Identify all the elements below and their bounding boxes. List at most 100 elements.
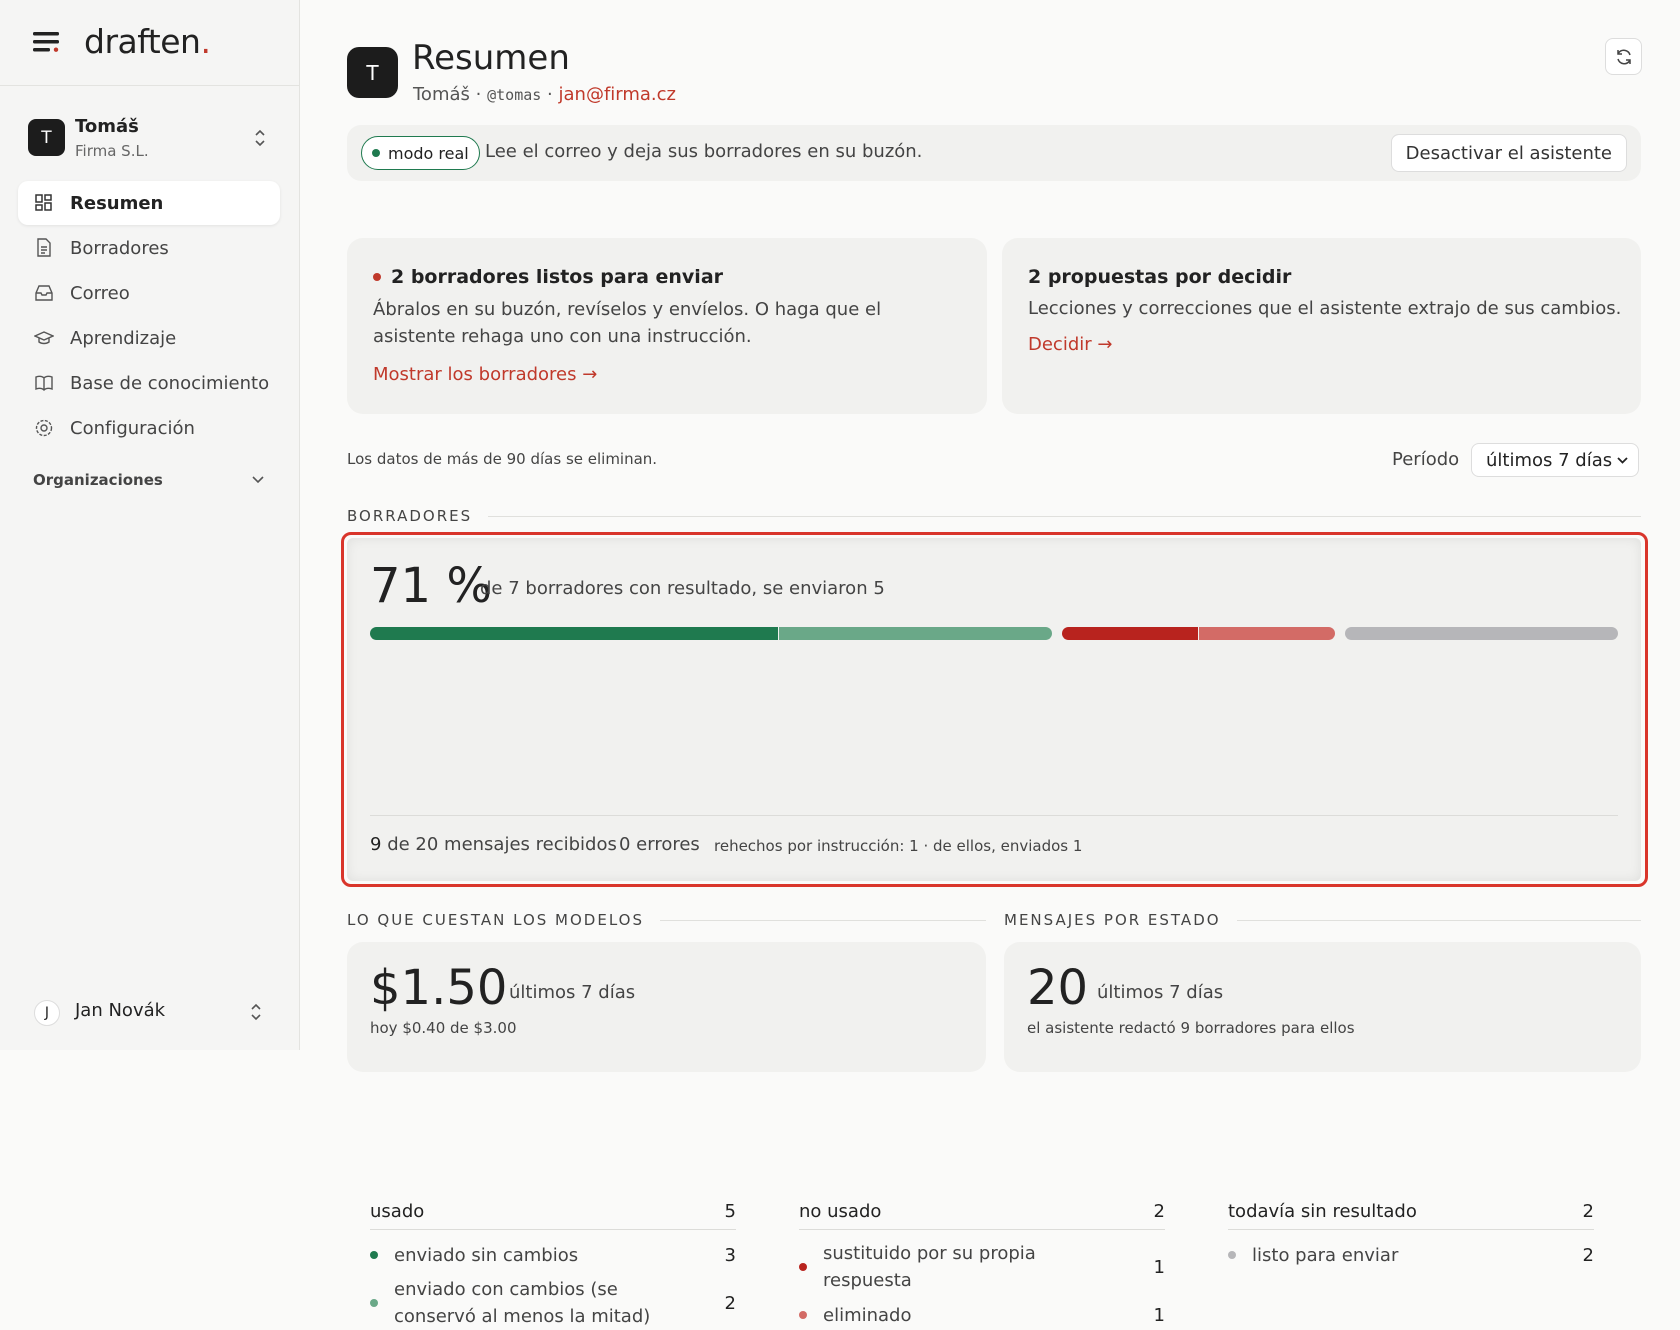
nav-item[interactable]: Base de conocimiento xyxy=(18,361,280,405)
status-dot xyxy=(372,149,380,157)
nav-icon xyxy=(35,419,53,437)
period-label: Período xyxy=(1392,449,1460,470)
select-chevron xyxy=(1617,456,1628,464)
card-link[interactable]: Mostrar los borradores → xyxy=(373,364,598,385)
card-title: 2 propuestas por decidir xyxy=(1028,266,1292,288)
logo-dot: . xyxy=(200,22,211,61)
legend-dot xyxy=(799,1311,807,1319)
logo-text: draften xyxy=(84,22,201,61)
account-org: Firma S.L. xyxy=(75,142,149,160)
message-note: el asistente redactó 9 borradores para e… xyxy=(1027,1019,1355,1037)
outcome-row: eliminado 1 xyxy=(799,1300,1165,1330)
bar-segment xyxy=(370,627,779,640)
outcome-value: 2 xyxy=(1582,1244,1594,1266)
header-name: Tomáš xyxy=(413,84,470,105)
banner-text: Lee el correo y deja sus borradores en s… xyxy=(485,141,923,162)
nav-label: Aprendizaje xyxy=(70,327,177,349)
redone-stat: rehechos por instrucción: 1 · de ellos, … xyxy=(714,837,1083,855)
group-label: no usado xyxy=(799,1200,882,1222)
section-heading: BORRADORES xyxy=(347,507,1641,525)
app: draften. T Tomáš Firma S.L. Resumen Borra… xyxy=(0,0,1680,1050)
page-title: Resumen xyxy=(412,38,570,78)
nav-label: Base de conocimiento xyxy=(70,372,270,394)
nav-item[interactable]: Resumen xyxy=(18,181,280,225)
badge-text: modo real xyxy=(388,143,469,163)
outcome-row: enviado con cambios (se conservó al meno… xyxy=(370,1276,736,1330)
outcome-label: enviado sin cambios xyxy=(370,1242,690,1269)
message-period: últimos 7 días xyxy=(1097,982,1224,1003)
sent-percent: 71 % xyxy=(370,558,492,614)
deactivate-button[interactable]: Desactivar el asistente xyxy=(1390,134,1627,172)
outcome-label: listo para enviar xyxy=(1228,1242,1548,1269)
user-name[interactable]: Jan Novák xyxy=(75,1000,166,1021)
orgs-label[interactable]: Organizaciones xyxy=(33,471,163,489)
group-header: todavía sin resultado 2 xyxy=(1228,1193,1594,1230)
card-text: Ábralos en su buzón, revíselos y envíelo… xyxy=(373,299,882,347)
received-count: 9 xyxy=(370,834,382,855)
group-total: 2 xyxy=(1153,1200,1165,1222)
user-avatar: J xyxy=(34,1000,60,1026)
message-count: 20 xyxy=(1027,960,1089,1016)
nav-icon xyxy=(35,375,53,391)
sent-summary: de 7 borradores con resultado, se enviar… xyxy=(480,578,885,599)
group-header: usado 5 xyxy=(370,1193,736,1230)
bar-segment xyxy=(779,627,1053,640)
proposals-card: 2 propuestas por decidir Lecciones y cor… xyxy=(1002,238,1641,414)
logo: draften. xyxy=(84,22,211,61)
nav-icon xyxy=(34,331,54,345)
nav-icon xyxy=(35,285,53,301)
nav-item[interactable]: Aprendizaje xyxy=(18,316,280,360)
account-name[interactable]: Tomáš xyxy=(75,116,139,137)
legend-dot xyxy=(1228,1251,1236,1259)
header-meta: Tomáš · @tomas · jan@firma.cz xyxy=(413,84,676,105)
nav-item[interactable]: Correo xyxy=(18,271,280,315)
refresh-button[interactable] xyxy=(1605,38,1642,75)
user-switch[interactable] xyxy=(250,1003,262,1021)
outcome-row: sustituido por su propia respuesta 1 xyxy=(799,1240,1165,1294)
alert-dot xyxy=(373,273,381,281)
outcome-value: 3 xyxy=(724,1244,736,1266)
errors-stat: 0 errores xyxy=(619,834,700,855)
group-total: 5 xyxy=(724,1200,736,1222)
page: draften { "sidebar": { "logo": "draften"… xyxy=(0,0,1680,1050)
received-stat: 9 de 20 mensajes recibidos xyxy=(370,834,617,855)
group-header: no usado 2 xyxy=(799,1193,1165,1230)
bar-segment xyxy=(1345,627,1618,640)
period-select[interactable]: últimos 7 días xyxy=(1471,443,1639,477)
legend-text: enviado con cambios (se conservó al meno… xyxy=(394,1279,651,1327)
nav-item[interactable]: Configuración xyxy=(18,406,280,450)
legend-text: eliminado xyxy=(823,1304,912,1326)
outcome-column: no usado 2 sustituido por su propia respue… xyxy=(799,1193,1165,1330)
separator: · xyxy=(547,84,553,105)
header-avatar: T xyxy=(347,47,398,98)
legend-text: listo para enviar xyxy=(1252,1244,1399,1266)
card-link[interactable]: Decidir → xyxy=(1028,334,1113,355)
orgs-chevron[interactable] xyxy=(252,476,264,484)
outcome-value: 2 xyxy=(724,1292,736,1314)
nav-label: Correo xyxy=(70,282,130,304)
outcome-value: 1 xyxy=(1153,1256,1165,1278)
legend-text: enviado sin cambios xyxy=(394,1244,579,1266)
refresh-icon xyxy=(1616,49,1631,64)
group-label: usado xyxy=(370,1200,425,1222)
header-email[interactable]: jan@firma.cz xyxy=(558,84,677,105)
bar-segment xyxy=(1062,627,1198,640)
account-switch[interactable] xyxy=(254,129,266,147)
nav-icon xyxy=(37,238,51,257)
divider xyxy=(370,815,1618,816)
card-title: 2 borradores listos para enviar xyxy=(373,266,723,288)
menu-icon[interactable] xyxy=(33,31,61,53)
received-text: de 20 mensajes recibidos xyxy=(387,834,617,855)
messages-card: 20 últimos 7 días el asistente redactó 9… xyxy=(1004,942,1641,1072)
nav-item[interactable]: Borradores xyxy=(18,226,280,270)
group-total: 2 xyxy=(1582,1200,1594,1222)
cost-today: hoy $0.40 de $3.00 xyxy=(370,1019,517,1037)
legend-dot xyxy=(370,1251,378,1259)
section-heading: LO QUE CUESTAN LOS MODELOS xyxy=(347,911,986,929)
outcome-value: 1 xyxy=(1153,1304,1165,1326)
retention-note: Los datos de más de 90 días se eliminan. xyxy=(347,450,658,468)
outcome-row: enviado sin cambios 3 xyxy=(370,1240,736,1270)
nav-label: Resumen xyxy=(70,192,164,214)
sidebar: draften. T Tomáš Firma S.L. Resumen Borra… xyxy=(0,0,300,1050)
group-label: todavía sin resultado xyxy=(1228,1200,1417,1222)
